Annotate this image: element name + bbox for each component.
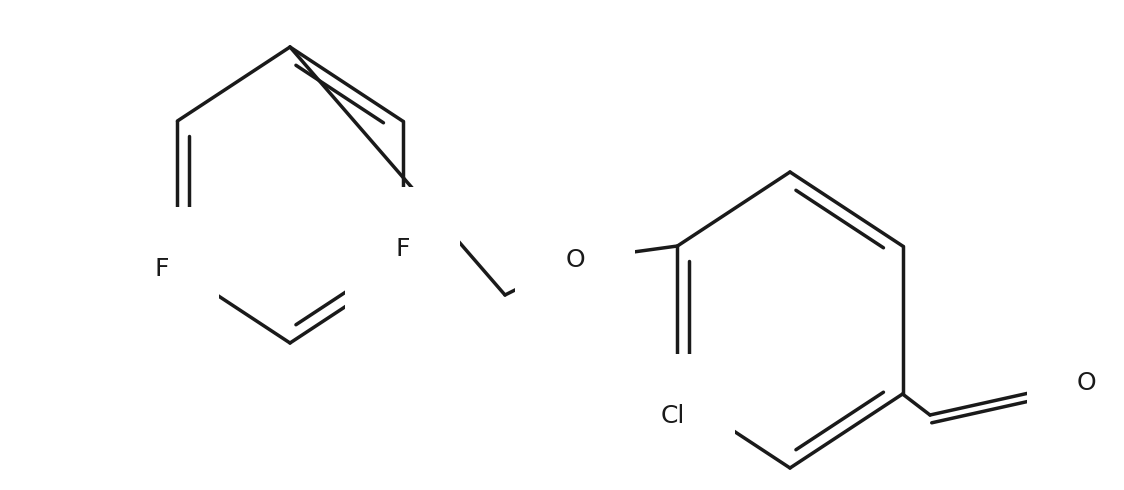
Text: F: F [155, 257, 170, 281]
Text: O: O [565, 248, 584, 272]
Text: F: F [396, 237, 410, 261]
Text: Cl: Cl [660, 404, 685, 428]
Text: O: O [1077, 371, 1097, 395]
